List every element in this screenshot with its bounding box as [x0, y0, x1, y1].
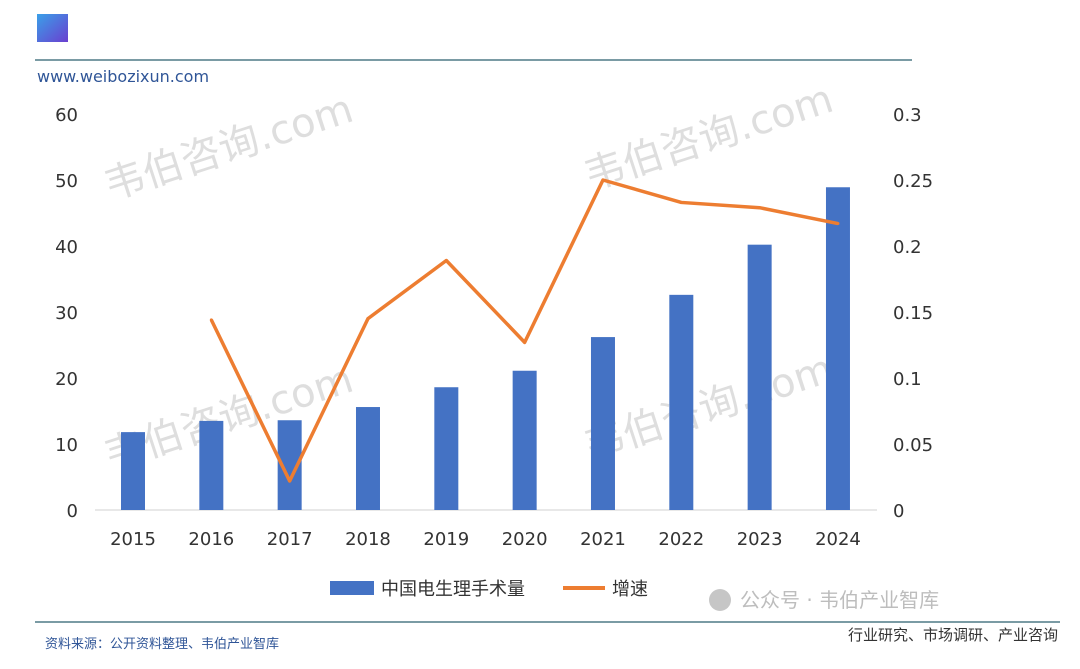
y-left-tick-label: 30: [55, 303, 78, 324]
growth-point-2024: [836, 222, 840, 226]
growth-point-2020: [523, 340, 527, 344]
y-left-tick-label: 0: [67, 501, 78, 522]
growth-point-2017: [288, 479, 292, 483]
y-left-tick-label: 40: [55, 237, 78, 258]
bar-2021: [590, 337, 615, 510]
x-tick-label: 2015: [110, 529, 156, 550]
y-right-tick-label: 0.1: [893, 369, 922, 390]
y-right-tick-label: 0.25: [893, 171, 933, 192]
wechat-account: 公众号 · 韦伯产业智库: [740, 588, 939, 612]
x-tick-label: 2016: [188, 529, 234, 550]
x-tick-label: 2020: [502, 529, 548, 550]
y-left-tick-label: 50: [55, 171, 78, 192]
site-url: www.weibozixun.com: [37, 67, 209, 86]
bar-2015: [121, 432, 145, 510]
bar-2023: [747, 244, 772, 510]
watermark-text: 韦伯咨询.com: [579, 76, 839, 200]
bar-2016: [199, 420, 224, 510]
y-left-tick-label: 10: [55, 435, 78, 456]
growth-point-2016: [209, 318, 213, 322]
y-right-tick-label: 0.05: [893, 435, 933, 456]
growth-point-2022: [679, 200, 683, 204]
logo-square: [37, 14, 68, 42]
x-tick-label: 2018: [345, 529, 391, 550]
growth-point-2018: [366, 317, 370, 321]
y-right-tick-label: 0: [893, 501, 904, 522]
watermark-text: 韦伯咨询.com: [579, 346, 839, 470]
bar-2022: [669, 294, 694, 510]
legend-bar-label: 中国电生理手术量: [381, 579, 525, 600]
x-tick-label: 2017: [267, 529, 313, 550]
y-left-tick-label: 20: [55, 369, 78, 390]
legend-bar-swatch: [330, 581, 374, 595]
x-tick-label: 2019: [423, 529, 469, 550]
y-right-tick-label: 0.15: [893, 303, 933, 324]
growth-point-2021: [601, 178, 605, 182]
bar-2020: [512, 370, 537, 510]
wechat-icon: [709, 589, 731, 611]
x-tick-label: 2023: [737, 529, 783, 550]
watermark-text: 韦伯咨询.com: [99, 86, 359, 210]
growth-point-2019: [444, 259, 448, 263]
x-tick-label: 2021: [580, 529, 626, 550]
source-note: 资料来源：公开资料整理、韦伯产业智库: [45, 636, 279, 652]
bar-2019: [434, 387, 459, 510]
growth-point-2023: [758, 206, 762, 210]
x-tick-label: 2024: [815, 529, 861, 550]
legend: 中国电生理手术量 增速: [330, 579, 648, 600]
tagline: 行业研究、市场调研、产业咨询: [848, 626, 1058, 644]
y-right-tick-label: 0.2: [893, 237, 922, 258]
legend-line-label: 增速: [612, 579, 648, 600]
bar-2024: [825, 187, 850, 510]
bar-2018: [355, 407, 380, 510]
wechat-watermark: 公众号 · 韦伯产业智库: [709, 588, 939, 612]
x-tick-label: 2022: [658, 529, 704, 550]
y-right-tick-label: 0.3: [893, 105, 922, 126]
y-left-tick-label: 60: [55, 105, 78, 126]
